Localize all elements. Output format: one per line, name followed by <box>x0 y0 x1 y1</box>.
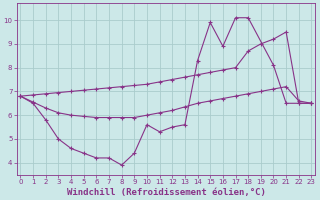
X-axis label: Windchill (Refroidissement éolien,°C): Windchill (Refroidissement éolien,°C) <box>67 188 265 197</box>
